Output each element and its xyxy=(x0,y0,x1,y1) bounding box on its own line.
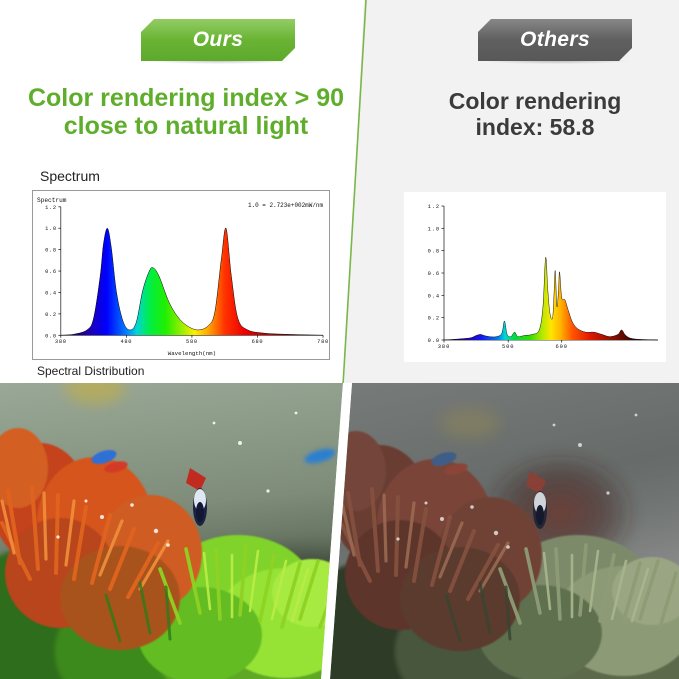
svg-text:0.8: 0.8 xyxy=(45,248,57,254)
blue-accent xyxy=(91,450,128,473)
others-heading-line2: index: 58.8 xyxy=(475,113,595,140)
svg-text:0.0: 0.0 xyxy=(428,338,440,344)
svg-text:0.8: 0.8 xyxy=(428,249,440,255)
others-chart-axes: 0.0 0.2 0.4 0.6 0.8 1.0 1.2 380 500 600 xyxy=(428,204,658,350)
photo-divider xyxy=(321,383,352,679)
water-specks xyxy=(56,411,298,547)
ours-chart-inner-title: Spectrum xyxy=(37,197,67,204)
ours-heading: Color rendering index > 90 close to natu… xyxy=(26,84,346,140)
svg-text:1.0: 1.0 xyxy=(45,226,57,232)
others-badge-shadow xyxy=(483,58,629,64)
ours-spectrum-fill xyxy=(60,227,324,336)
ours-heading-line1: Color rendering index > 90 xyxy=(27,84,345,112)
svg-text:580: 580 xyxy=(186,339,198,345)
svg-text:0.6: 0.6 xyxy=(428,271,440,277)
svg-text:0.4: 0.4 xyxy=(45,290,57,296)
others-spectrum-chart: 0.0 0.2 0.4 0.6 0.8 1.0 1.2 380 500 600 xyxy=(404,192,666,362)
leaf-blades xyxy=(340,487,678,643)
leaf-blades xyxy=(0,485,342,643)
ours-spectrum-outline xyxy=(60,227,324,336)
water-specks xyxy=(396,413,638,549)
ours-chart-annotation: 1.0 = 2.723e+002mW/nm xyxy=(248,202,323,209)
ours-badge-label: Ours xyxy=(192,28,244,51)
others-spectrum-svg: 0.0 0.2 0.4 0.6 0.8 1.0 1.2 380 500 600 xyxy=(428,204,659,350)
svg-text:380: 380 xyxy=(438,344,450,350)
svg-text:0.4: 0.4 xyxy=(428,293,440,299)
svg-text:600: 600 xyxy=(555,344,567,350)
svg-text:500: 500 xyxy=(502,344,514,350)
others-spectrum-outline xyxy=(443,257,659,341)
ours-badge: Ours xyxy=(141,19,295,61)
svg-text:1.0: 1.0 xyxy=(428,226,440,232)
fish-foreground xyxy=(186,468,207,526)
aquarium-photo-svg xyxy=(0,383,679,679)
ours-heading-line2: close to natural light xyxy=(63,112,309,140)
others-heading: Color rendering index: 58.8 xyxy=(404,88,666,141)
svg-text:0.0: 0.0 xyxy=(45,333,57,339)
ours-spectrum-svg: Spectrum 1.0 = 2.723e+002mW/nm 0.0 0.2 0.4… xyxy=(37,197,329,357)
svg-text:0.2: 0.2 xyxy=(428,316,440,322)
ours-chart-axes: 0.0 0.2 0.4 0.6 0.8 1.0 1.2 380 480 580 680 780 xyxy=(45,205,329,345)
ours-chart-xlabel: Wavelength(nm) xyxy=(168,350,216,357)
photo-right-dull xyxy=(330,383,679,679)
blue-accent xyxy=(431,452,468,475)
svg-text:380: 380 xyxy=(55,339,67,345)
svg-text:1.2: 1.2 xyxy=(428,204,440,210)
svg-text:780: 780 xyxy=(317,339,329,345)
svg-text:1.2: 1.2 xyxy=(45,205,57,211)
ours-badge-shadow xyxy=(146,58,292,64)
svg-text:480: 480 xyxy=(121,339,133,345)
others-heading-line1: Color rendering xyxy=(448,88,622,114)
fish-foreground xyxy=(526,471,547,529)
ours-spectrum-chart: Spectrum 1.0 = 2.723e+002mW/nm 0.0 0.2 0.4… xyxy=(32,190,330,360)
svg-text:0.2: 0.2 xyxy=(45,312,57,318)
others-badge: Others xyxy=(478,19,632,61)
aquarium-photo-comparison xyxy=(0,383,679,679)
svg-text:0.6: 0.6 xyxy=(45,269,57,275)
svg-text:680: 680 xyxy=(252,339,264,345)
spectrum-chart-title: Spectrum xyxy=(40,168,100,184)
photo-left-vivid xyxy=(0,383,343,679)
others-badge-label: Others xyxy=(519,28,591,51)
spectrum-chart-caption: Spectral Distribution xyxy=(37,364,145,378)
others-spectrum-fill xyxy=(444,257,658,340)
